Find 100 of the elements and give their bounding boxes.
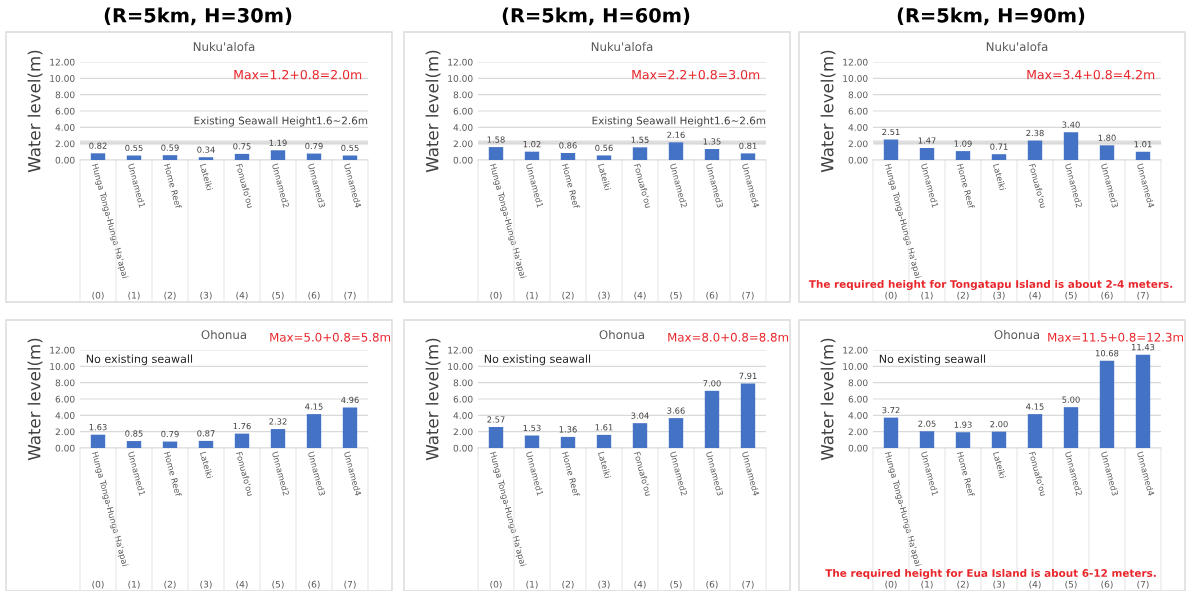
bar — [704, 148, 720, 160]
text: (7) — [344, 580, 356, 589]
bar — [1099, 145, 1115, 160]
annotation: Max=3.4+0.8=4.2m — [1027, 69, 1155, 80]
chart-subtitle: (R=5km, H=60m) — [502, 7, 690, 26]
y-axis-title: Water level(m) — [27, 50, 43, 173]
y-tick-label: 8.00 — [453, 91, 473, 99]
y-tick-label: 8.00 — [848, 91, 868, 99]
text: (7) — [344, 291, 356, 300]
bar — [1099, 360, 1115, 448]
bar — [234, 433, 250, 448]
bar — [955, 151, 971, 160]
y-tick-label: 10.00 — [50, 75, 75, 82]
bar — [306, 153, 322, 160]
bar — [1063, 132, 1079, 160]
y-tick-label: 2.00 — [453, 140, 473, 148]
data-label: 0.56 — [595, 144, 613, 152]
text: (7) — [742, 291, 754, 300]
y-tick-label: 4.00 — [848, 124, 868, 131]
x-tick-label: Lateiki — [992, 163, 1006, 191]
bar — [991, 154, 1007, 160]
y-tick-label: 4.00 — [55, 412, 75, 419]
y-tick-label: 12.00 — [50, 346, 75, 354]
y-tick-label: 4.00 — [453, 124, 473, 131]
text: (5) — [272, 580, 284, 589]
data-label: 0.79 — [305, 142, 323, 150]
text: (2) — [164, 291, 176, 300]
data-label: 1.61 — [595, 424, 613, 431]
text: (6) — [308, 291, 320, 300]
data-label: 3.04 — [631, 412, 649, 419]
chart-subtitle: (R=5km, H=30m) — [104, 7, 292, 26]
data-label: 0.81 — [739, 142, 757, 149]
y-axis-title: Water level(m) — [425, 50, 441, 173]
bar — [342, 407, 358, 448]
bar — [955, 432, 971, 448]
bar — [90, 153, 106, 160]
text: (5) — [272, 291, 284, 300]
y-tick-label: 12.00 — [843, 346, 868, 354]
bar — [1027, 414, 1043, 448]
annotation: Max=1.2+0.8=2.0m — [234, 69, 362, 80]
text: (3) — [200, 580, 212, 589]
data-label: 3.40 — [1062, 121, 1080, 128]
bar — [306, 414, 322, 448]
y-tick-label: 6.00 — [55, 395, 75, 403]
y-tick-label: 10.00 — [843, 75, 868, 82]
bar — [632, 423, 648, 448]
annotation: Max=2.2+0.8=3.0m — [632, 69, 760, 80]
data-label: 3.66 — [667, 407, 685, 414]
text: (4) — [236, 291, 248, 300]
chart-title: Ohonua — [994, 329, 1040, 340]
text: (2) — [164, 580, 176, 589]
y-tick-label: 2.00 — [55, 428, 75, 436]
bar — [560, 152, 576, 160]
text: (0) — [490, 580, 502, 589]
y-axis-title: Water level(m) — [425, 338, 441, 461]
y-tick-label: 6.00 — [55, 107, 75, 115]
bar — [1135, 354, 1151, 448]
y-axis-title: Water level(m) — [27, 338, 43, 461]
data-label: 4.96 — [341, 396, 359, 404]
y-tick-label: 2.00 — [453, 428, 473, 436]
text: (6) — [1101, 291, 1113, 300]
y-tick-label: 0.00 — [848, 444, 868, 452]
y-tick-label: 2.00 — [55, 140, 75, 148]
data-label: 1.35 — [703, 138, 721, 145]
y-tick-label: 6.00 — [453, 395, 473, 403]
text: (6) — [706, 580, 718, 589]
y-tick-label: 0.00 — [453, 444, 473, 452]
x-tick-label: Home Reef — [163, 163, 182, 209]
data-label: 2.16 — [667, 131, 685, 138]
x-tick-label: Lateiki — [992, 451, 1006, 479]
annotation: No existing seawall — [86, 354, 193, 366]
data-label: 0.85 — [125, 430, 143, 437]
y-tick-label: 10.00 — [448, 75, 473, 82]
y-tick-label: 10.00 — [448, 363, 473, 370]
y-tick-label: 0.00 — [848, 156, 868, 164]
bar — [1063, 407, 1079, 448]
y-tick-label: 2.00 — [848, 428, 868, 436]
bar — [162, 155, 178, 160]
data-label: 1.02 — [523, 140, 541, 148]
annotation: No existing seawall — [484, 354, 591, 366]
text: (5) — [670, 580, 682, 589]
text: (7) — [1137, 291, 1149, 300]
data-label: 0.82 — [89, 142, 107, 149]
data-label: 1.93 — [954, 421, 972, 428]
bar — [1027, 140, 1043, 160]
data-label: 2.00 — [990, 420, 1008, 428]
y-axis-title: Water level(m) — [820, 50, 836, 173]
data-label: 3.72 — [882, 406, 900, 414]
y-tick-label: 10.00 — [843, 363, 868, 370]
text: (3) — [598, 580, 610, 589]
data-label: 0.55 — [125, 144, 143, 152]
data-label: 2.32 — [269, 418, 287, 425]
data-label: 7.00 — [703, 380, 721, 387]
data-label: 7.91 — [739, 372, 757, 380]
y-tick-label: 4.00 — [453, 412, 473, 419]
x-tick-label: Home Reef — [163, 451, 182, 497]
bar — [198, 157, 214, 160]
text: (4) — [634, 291, 646, 300]
chart-subtitle: (R=5km, H=90m) — [897, 7, 1085, 26]
y-tick-label: 8.00 — [453, 379, 473, 387]
